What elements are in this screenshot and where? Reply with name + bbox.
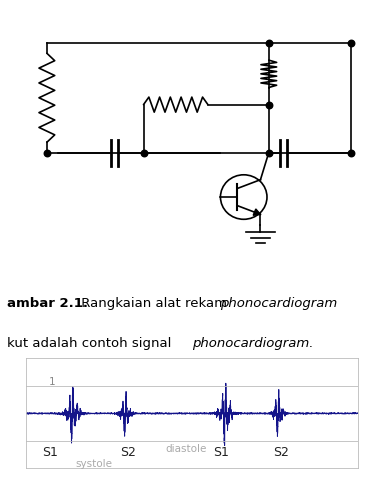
Text: systole: systole: [76, 458, 113, 468]
Text: S2: S2: [273, 445, 289, 458]
Point: [266, 40, 272, 48]
Text: 1: 1: [49, 376, 56, 386]
Point: [266, 102, 272, 109]
Text: ambar 2.1.: ambar 2.1.: [7, 297, 89, 310]
Point: [44, 149, 50, 157]
Text: diastole: diastole: [165, 443, 207, 453]
Polygon shape: [253, 209, 261, 216]
Point: [266, 149, 272, 157]
Point: [348, 149, 354, 157]
Text: phonocardiogram: phonocardiogram: [220, 297, 337, 310]
Point: [141, 149, 146, 157]
Point: [348, 40, 354, 48]
Text: S1: S1: [42, 445, 58, 458]
Text: S1: S1: [213, 445, 230, 458]
Text: Rangkaian alat rekam: Rangkaian alat rekam: [77, 297, 232, 310]
Text: S2: S2: [120, 445, 137, 458]
Text: kut adalah contoh signal: kut adalah contoh signal: [7, 336, 176, 349]
Text: phonocardiogram.: phonocardiogram.: [192, 336, 313, 349]
